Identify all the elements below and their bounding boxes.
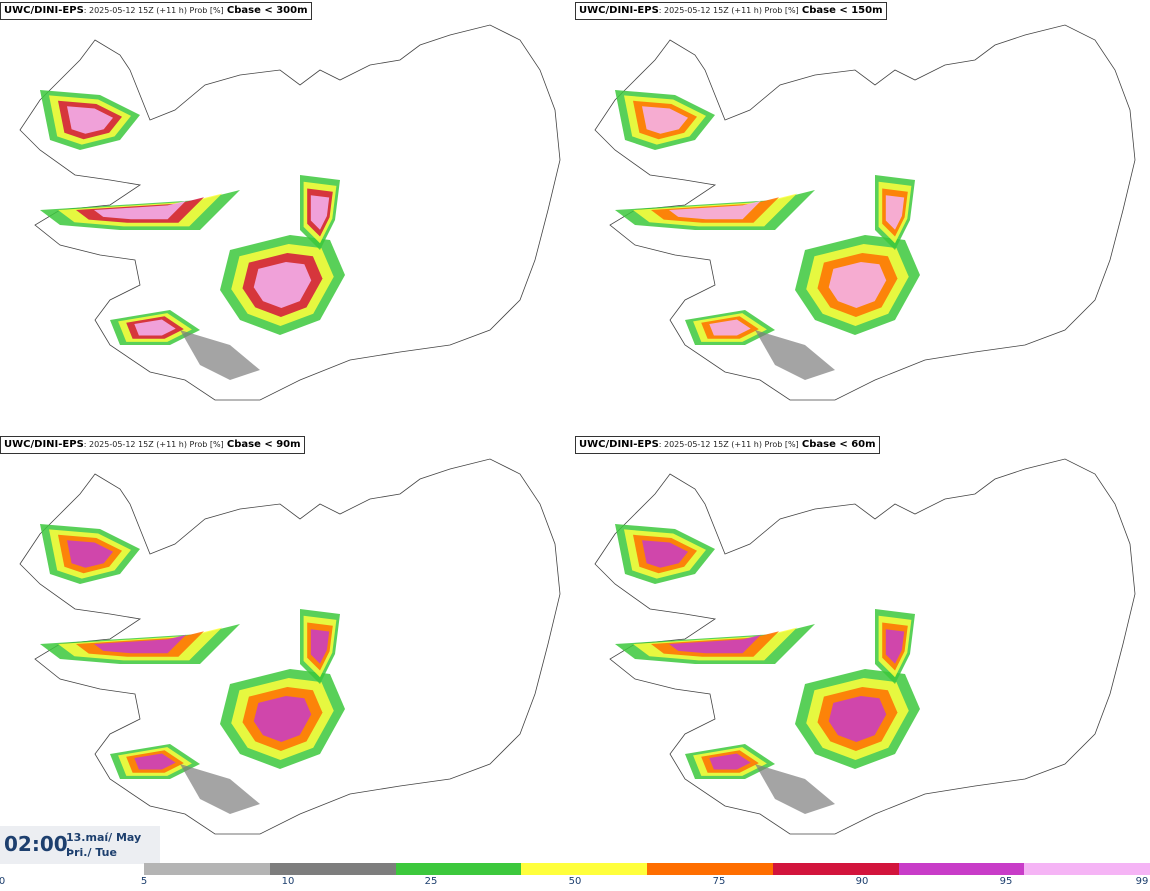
probability-area [134, 753, 176, 770]
run-info: : 2025-05-12 15Z (+11 h) Prob [%] [658, 6, 799, 15]
colorbar-tick-label: 0 [0, 876, 6, 887]
colorbar-tick-label: 90 [855, 876, 869, 887]
colorbar-segment [647, 863, 773, 875]
colorbar-ticks: 0 5 10 25 50 75 90 95 99 [0, 876, 1150, 890]
colorbar-tick-label: 50 [568, 876, 582, 887]
probability-area-low [180, 764, 260, 814]
model-name: UWC/DINI-EPS [579, 439, 659, 450]
probability-area-low [180, 330, 260, 380]
colorbar-tick-label: 95 [999, 876, 1013, 887]
run-info: : 2025-05-12 15Z (+11 h) Prob [%] [83, 6, 224, 15]
colorbar-tick-label: 25 [424, 876, 438, 887]
panel-title: UWC/DINI-EPS: 2025-05-12 15Z (+11 h) Pro… [0, 436, 305, 454]
probability-area [669, 200, 761, 220]
probability-area [310, 195, 330, 230]
colorbar-tick-label: 10 [281, 876, 295, 887]
run-info: : 2025-05-12 15Z (+11 h) Prob [%] [658, 440, 799, 449]
colorbar-segment [144, 863, 270, 875]
colorbar-tick-label: 99 [1135, 876, 1149, 887]
colorbar-segment [269, 863, 396, 875]
probability-area [669, 634, 761, 654]
iceland-map [19, 458, 561, 835]
probability-colorbar [144, 863, 1150, 875]
probability-area [828, 696, 887, 742]
probability-area [67, 540, 113, 568]
valid-time-box: 02:00 13.maí/ May Þri./ Tue [0, 826, 160, 864]
probability-area [828, 262, 887, 308]
colorbar-segment [521, 863, 647, 875]
probability-area [642, 106, 688, 134]
colorbar-segment [772, 863, 899, 875]
iceland-map [594, 458, 1136, 835]
map-panel-90m: UWC/DINI-EPS: 2025-05-12 15Z (+11 h) Pro… [0, 434, 575, 866]
map-panel-60m: UWC/DINI-EPS: 2025-05-12 15Z (+11 h) Pro… [575, 434, 1150, 866]
probability-area [709, 319, 751, 336]
valid-date: 13.maí/ May Þri./ Tue [66, 830, 141, 860]
colorbar-tick-label: 5 [140, 876, 148, 887]
map-panel-300m: UWC/DINI-EPS: 2025-05-12 15Z (+11 h) Pro… [0, 0, 575, 432]
threshold-label: Cbase < 150m [801, 5, 883, 16]
probability-area [94, 200, 186, 220]
probability-area [67, 106, 113, 134]
threshold-label: Cbase < 300m [226, 5, 308, 16]
iceland-map [594, 24, 1136, 401]
iceland-map [19, 24, 561, 401]
probability-area [253, 262, 312, 308]
panel-title: UWC/DINI-EPS: 2025-05-12 15Z (+11 h) Pro… [0, 2, 312, 20]
colorbar-segment [395, 863, 522, 875]
probability-area-low [755, 764, 835, 814]
colorbar-segment [898, 863, 1025, 875]
panel-title: UWC/DINI-EPS: 2025-05-12 15Z (+11 h) Pro… [575, 2, 887, 20]
coastline [594, 458, 1136, 835]
panel-title: UWC/DINI-EPS: 2025-05-12 15Z (+11 h) Pro… [575, 436, 880, 454]
probability-area [885, 629, 905, 664]
threshold-label: Cbase < 60m [801, 439, 876, 450]
model-name: UWC/DINI-EPS [579, 5, 659, 16]
model-name: UWC/DINI-EPS [4, 5, 84, 16]
threshold-label: Cbase < 90m [226, 439, 301, 450]
probability-area [94, 634, 186, 654]
coastline [19, 458, 561, 835]
probability-area [642, 540, 688, 568]
probability-area [885, 195, 905, 230]
probability-area [310, 629, 330, 664]
colorbar-tick-label: 75 [712, 876, 726, 887]
run-info: : 2025-05-12 15Z (+11 h) Prob [%] [83, 440, 224, 449]
model-name: UWC/DINI-EPS [4, 439, 84, 450]
map-panel-150m: UWC/DINI-EPS: 2025-05-12 15Z (+11 h) Pro… [575, 0, 1150, 432]
date-line-1: 13.maí/ May [66, 831, 142, 844]
colorbar-segment [1024, 863, 1150, 875]
probability-area [709, 753, 751, 770]
probability-area [134, 319, 176, 336]
probability-area-low [755, 330, 835, 380]
coastline [19, 24, 561, 401]
coastline [594, 24, 1136, 401]
probability-area [253, 696, 312, 742]
valid-time: 02:00 [4, 832, 68, 856]
date-line-2: Þri./ Tue [66, 846, 117, 859]
